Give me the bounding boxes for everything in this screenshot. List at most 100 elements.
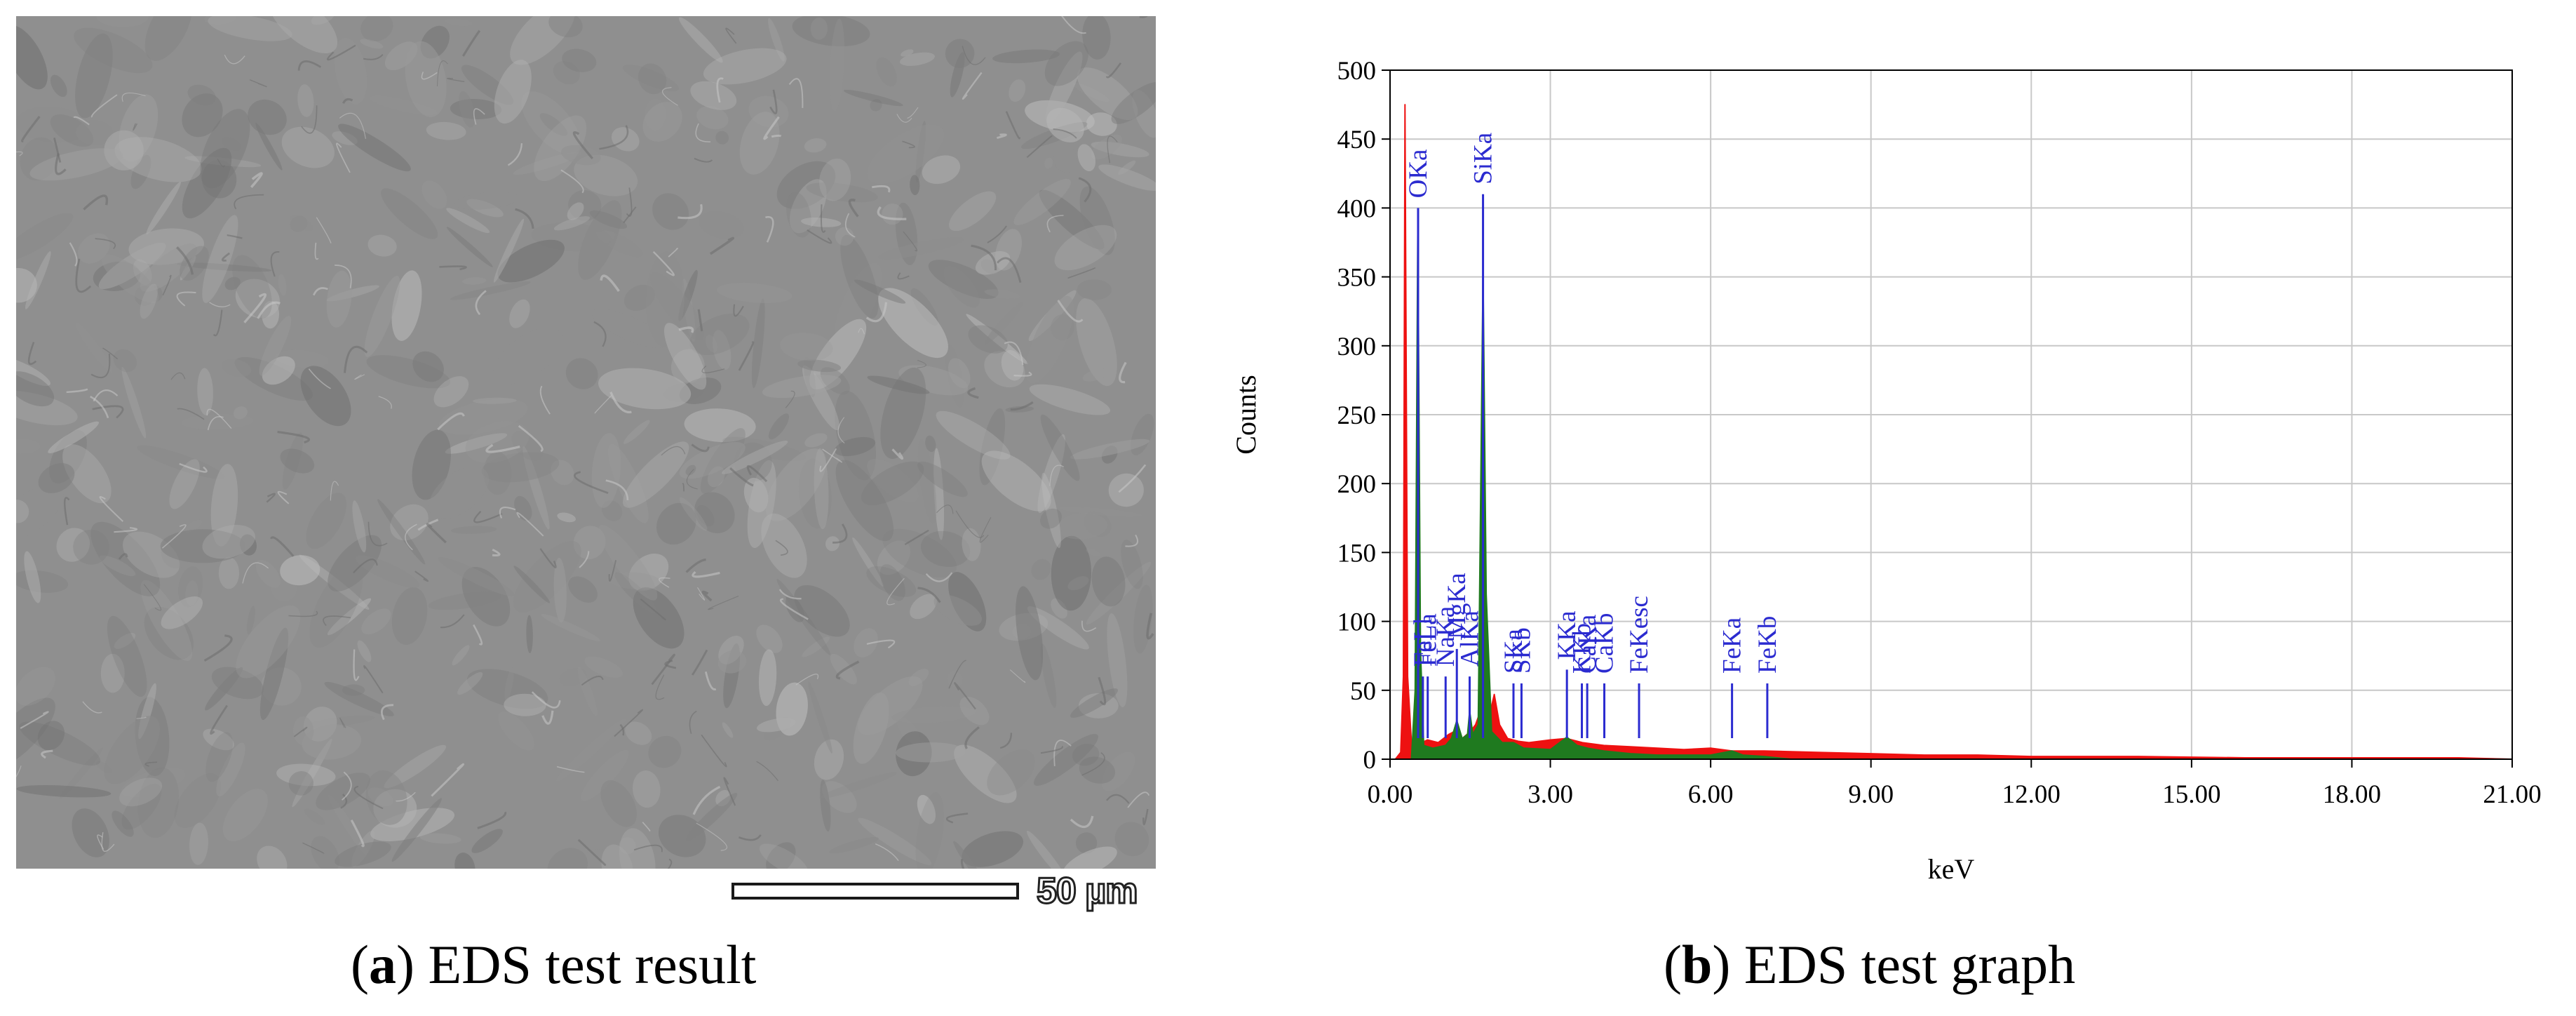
- sem-grain: [953, 841, 985, 869]
- sem-grain: [822, 781, 857, 813]
- y-tick-label: 100: [1337, 608, 1377, 637]
- sem-ridge: [363, 53, 384, 60]
- sem-grain: [16, 500, 29, 523]
- sem-ridge: [170, 372, 186, 380]
- sem-ridge: [729, 467, 754, 487]
- sem-ridge: [897, 272, 910, 280]
- sem-ridge: [144, 761, 158, 767]
- sem-grain: [328, 794, 370, 858]
- x-tick-label: 3.00: [1528, 780, 1573, 809]
- sem-grain: [304, 808, 325, 825]
- sem-grain: [114, 633, 136, 649]
- sem-grain: [233, 406, 248, 420]
- sem-grain: [879, 564, 905, 601]
- sem-grain: [780, 333, 833, 361]
- sem-grain: [928, 260, 999, 299]
- sem-grain: [648, 735, 682, 768]
- sem-ridge: [336, 142, 351, 173]
- sem-ridge: [217, 159, 225, 168]
- sem-grain: [768, 413, 790, 440]
- sem-ridge: [788, 78, 804, 108]
- sem-ridge: [1026, 135, 1053, 159]
- sem-grain: [16, 390, 78, 426]
- sem-grain: [438, 557, 515, 596]
- sem-grain: [878, 288, 948, 359]
- sem-grain: [992, 49, 1060, 64]
- sem-ridge: [90, 395, 109, 419]
- sem-grain: [900, 52, 935, 66]
- sem-grain: [187, 84, 216, 106]
- sem-grain: [684, 408, 756, 443]
- sem-grain: [160, 529, 245, 563]
- sem-grain: [1121, 540, 1143, 589]
- sem-grain: [1077, 67, 1138, 121]
- sem-grain: [722, 441, 788, 474]
- sem-ridge: [609, 392, 632, 414]
- sem-grain: [1091, 134, 1123, 160]
- y-tick-label: 450: [1337, 126, 1377, 154]
- sem-grain: [1040, 414, 1080, 481]
- sem-grain: [513, 566, 551, 603]
- sem-grain: [607, 572, 663, 590]
- sem-ridge: [701, 590, 713, 602]
- sem-grain: [93, 261, 141, 291]
- peak-label: MgKa: [1443, 573, 1471, 639]
- sem-ridge: [896, 114, 912, 123]
- sem-grain: [178, 566, 203, 608]
- sem-grain: [465, 421, 530, 463]
- sem-grain: [699, 210, 744, 239]
- sem-grain: [670, 349, 705, 384]
- sem-grain: [878, 237, 964, 260]
- sem-grain: [776, 161, 836, 209]
- sem-ridge: [997, 133, 1007, 139]
- sem-ridge: [746, 464, 768, 483]
- sem-grain: [829, 837, 879, 854]
- sem-ridge: [945, 813, 969, 824]
- sem-ridge: [473, 511, 503, 523]
- sem-ridge: [302, 842, 325, 855]
- sem-ridge: [91, 94, 118, 118]
- sem-ridge: [756, 761, 779, 782]
- sem-ridge: [1013, 371, 1032, 377]
- sem-grain: [696, 106, 729, 130]
- sem-ridge: [633, 844, 663, 853]
- sem-grain: [891, 706, 976, 723]
- sem-grain: [526, 615, 533, 653]
- sem-grain: [715, 131, 729, 145]
- sem-ridge: [907, 107, 919, 119]
- sem-ridge: [1107, 135, 1118, 163]
- sem-ridge: [820, 204, 826, 233]
- peak-label: CaKa: [1573, 615, 1602, 674]
- sem-grain: [300, 366, 351, 427]
- sem-grain: [794, 584, 850, 637]
- sem-grain: [646, 251, 685, 347]
- sem-grain: [1132, 90, 1156, 138]
- sem-grain: [180, 246, 209, 281]
- sem-ridge: [53, 138, 62, 163]
- sem-grain: [352, 500, 367, 553]
- sem-grain: [1025, 295, 1074, 384]
- sem-grain: [467, 669, 548, 709]
- sem-grain: [1118, 160, 1136, 175]
- sem-ridge: [227, 234, 243, 239]
- sem-grain: [514, 495, 532, 521]
- sem-grain: [140, 283, 158, 319]
- sem-grain: [820, 367, 850, 395]
- sem-grain: [177, 262, 272, 272]
- sem-grain: [814, 739, 844, 780]
- sem-ridge: [695, 123, 711, 142]
- sem-grain: [364, 276, 400, 357]
- sem-ridge: [421, 72, 438, 80]
- sem-ridge: [277, 490, 290, 504]
- sem-ridge: [507, 143, 523, 166]
- sem-grain: [574, 154, 638, 196]
- sem-grain: [765, 448, 827, 521]
- sem-grain: [756, 718, 796, 733]
- sem-grain: [917, 439, 937, 524]
- sem-ridge: [999, 733, 1013, 749]
- sem-grain: [703, 48, 787, 85]
- y-axis-label: Counts: [1230, 375, 1262, 454]
- sem-grain: [852, 537, 884, 587]
- sem-ridge: [55, 153, 67, 175]
- sem-grain: [966, 314, 1028, 365]
